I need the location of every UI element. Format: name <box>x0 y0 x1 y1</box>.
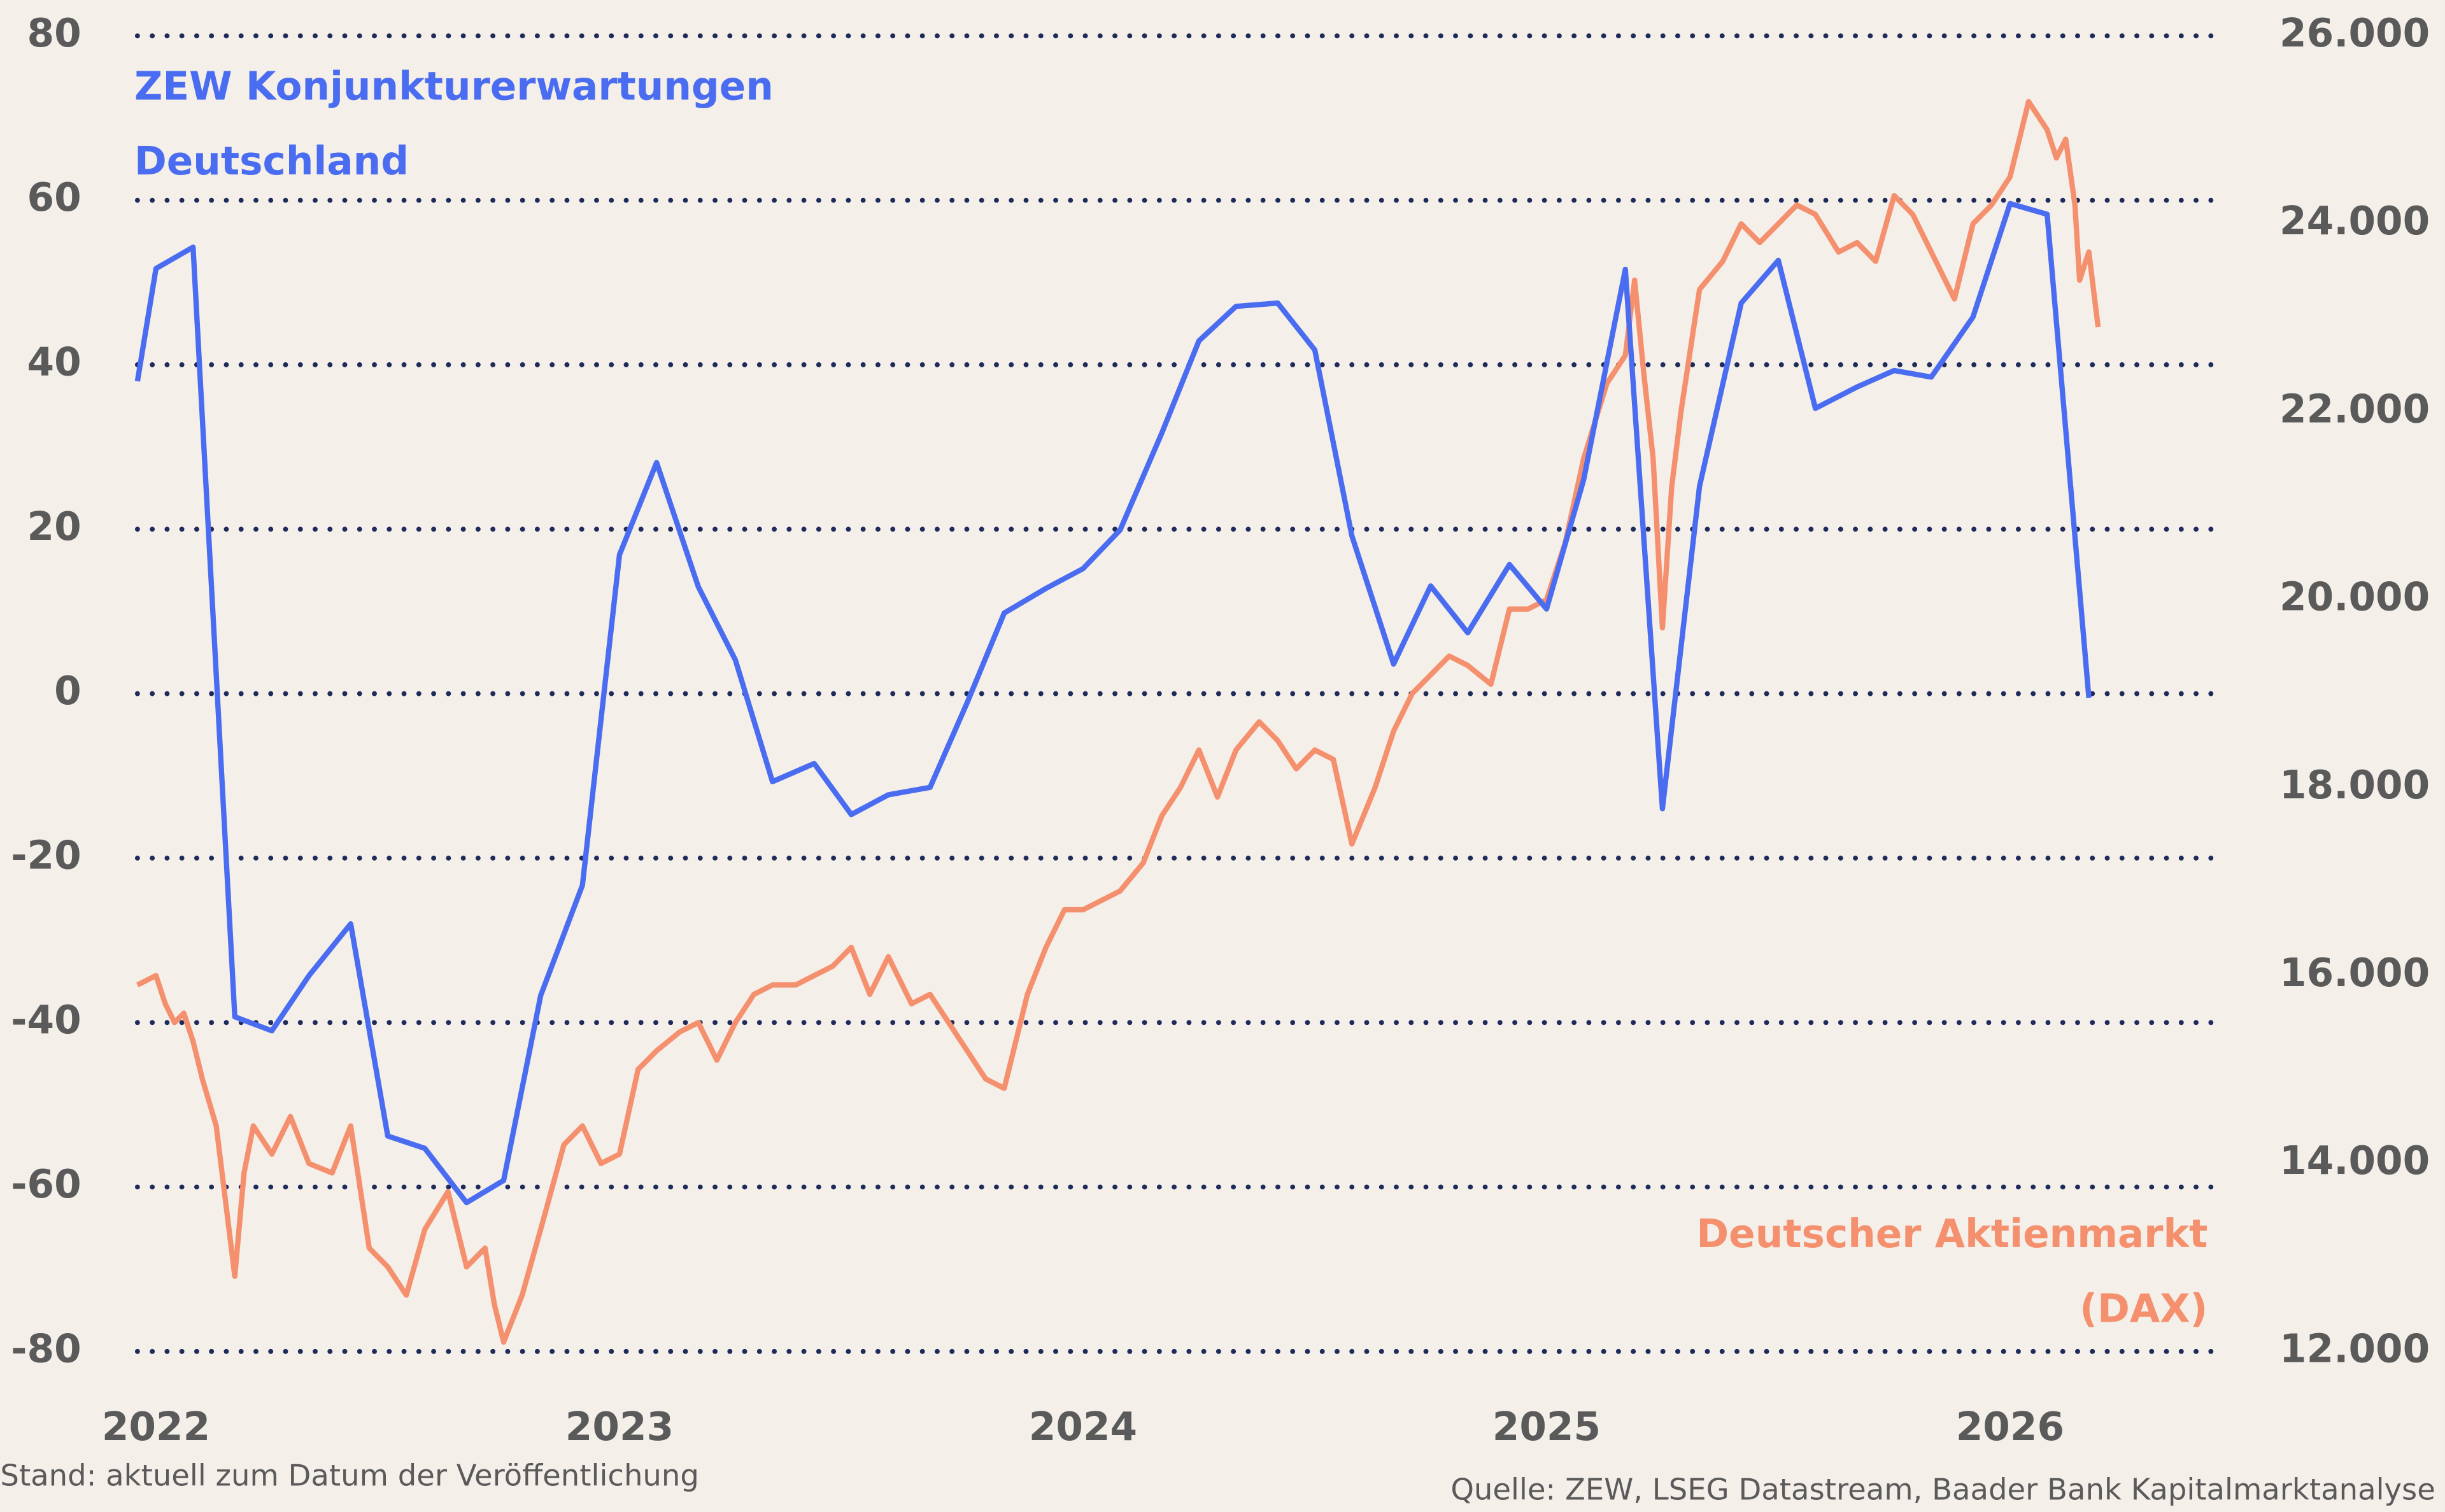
y2-tick-label: 14.000 <box>2279 1138 2430 1183</box>
data-line <box>134 201 2092 1206</box>
y-tick-label: -60 <box>11 1162 82 1207</box>
y2-tick-label: 20.000 <box>2279 575 2430 620</box>
series-label: ZEW Konjunkturerwartungen <box>134 64 774 110</box>
y-tick-label: 60 <box>27 175 82 220</box>
series-label: Deutscher Aktienmarkt <box>1696 1212 2208 1257</box>
y-tick-label: 80 <box>27 11 82 56</box>
y2-tick-label: 26.000 <box>2279 11 2430 56</box>
series-label: Deutschland <box>134 139 409 184</box>
x-tick-label: 2022 <box>102 1404 210 1450</box>
x-tick-label: 2025 <box>1492 1404 1601 1450</box>
y-tick-label: -80 <box>11 1326 82 1371</box>
data-line <box>136 99 2101 1345</box>
series-label: (DAX) <box>2080 1286 2208 1331</box>
y-tick-label: -20 <box>11 833 82 878</box>
y2-tick-label: 24.000 <box>2279 199 2430 244</box>
y-tick-label: 0 <box>54 668 82 714</box>
source: Quelle: ZEW, LSEG Datastream, Baader Ban… <box>1450 1472 2435 1506</box>
y-tick-label: 20 <box>27 504 82 549</box>
footnote: Stand: aktuell zum Datum der Veröffentli… <box>0 1458 699 1492</box>
x-tick-label: 2024 <box>1029 1404 1137 1450</box>
x-tick-label: 2023 <box>565 1404 674 1450</box>
y-tick-label: 40 <box>27 340 82 385</box>
y2-tick-label: 18.000 <box>2279 763 2430 808</box>
y2-tick-label: 22.000 <box>2279 386 2430 432</box>
y2-tick-label: 12.000 <box>2279 1326 2430 1371</box>
y-tick-label: -40 <box>11 998 82 1043</box>
y2-tick-label: 16.000 <box>2279 950 2430 996</box>
x-tick-label: 2026 <box>1956 1404 2064 1450</box>
